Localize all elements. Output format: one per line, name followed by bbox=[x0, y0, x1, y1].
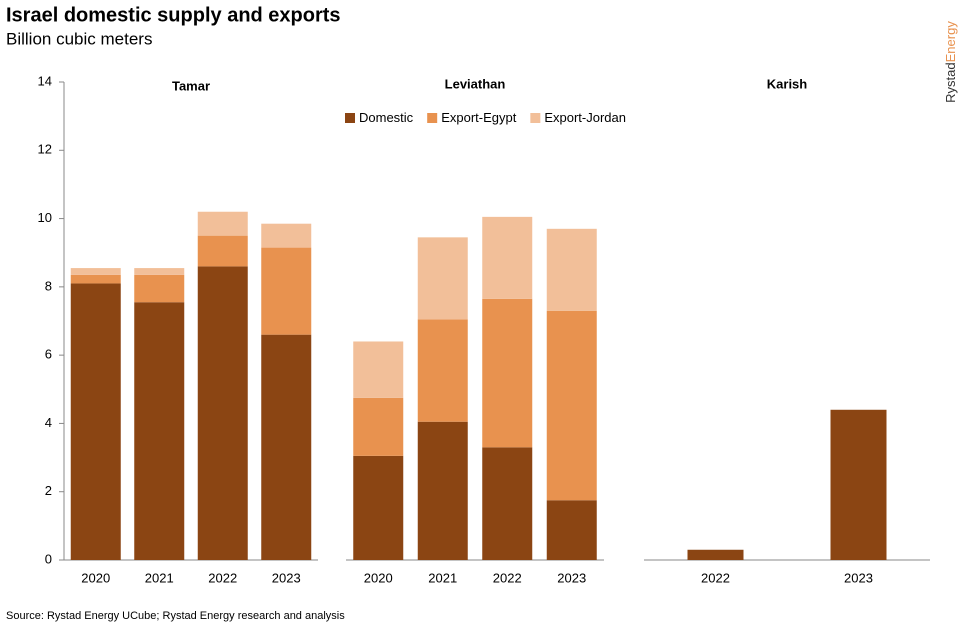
y-tick-label: 0 bbox=[45, 551, 52, 566]
y-tick-label: 4 bbox=[45, 415, 52, 430]
bar-segment bbox=[417, 237, 468, 320]
bar-segment bbox=[261, 247, 312, 335]
x-tick-label: 2023 bbox=[557, 570, 586, 585]
panel-title: Leviathan bbox=[445, 76, 506, 91]
legend-label: Export-Egypt bbox=[441, 110, 517, 125]
x-tick-label: 2022 bbox=[493, 570, 522, 585]
y-tick-label: 12 bbox=[38, 142, 52, 157]
x-tick-label: 2023 bbox=[844, 570, 873, 585]
source-note: Source: Rystad Energy UCube; Rystad Ener… bbox=[6, 610, 345, 622]
legend-label: Export-Jordan bbox=[544, 110, 626, 125]
bar-segment bbox=[134, 268, 185, 275]
y-tick-label: 14 bbox=[38, 73, 52, 88]
logo: RystadEnergy bbox=[943, 21, 958, 103]
bar-segment bbox=[353, 397, 404, 456]
y-tick-label: 8 bbox=[45, 278, 52, 293]
bar-segment bbox=[353, 455, 404, 560]
legend-swatch bbox=[345, 113, 355, 123]
bar-segment bbox=[482, 298, 533, 448]
x-tick-label: 2022 bbox=[208, 570, 237, 585]
logo-part: Energy bbox=[943, 21, 958, 63]
bar-segment bbox=[134, 274, 185, 303]
bar-segment bbox=[830, 409, 887, 560]
chart-subtitle: Billion cubic meters bbox=[6, 29, 152, 48]
logo-part: Rystad bbox=[943, 62, 958, 102]
bar-segment bbox=[134, 302, 185, 560]
y-tick-label: 10 bbox=[38, 210, 52, 225]
bar-segment bbox=[353, 341, 404, 398]
bar-segment bbox=[70, 268, 121, 275]
bar-segment bbox=[546, 228, 597, 311]
chart-title: Israel domestic supply and exports bbox=[6, 4, 341, 26]
x-tick-label: 2021 bbox=[428, 570, 457, 585]
panel-title: Karish bbox=[767, 76, 808, 91]
bar-segment bbox=[417, 319, 468, 422]
bar-segment bbox=[197, 211, 248, 236]
legend-label: Domestic bbox=[359, 110, 414, 125]
bar-segment bbox=[261, 223, 312, 248]
x-tick-label: 2022 bbox=[701, 570, 730, 585]
panel-title: Tamar bbox=[172, 78, 210, 93]
legend-swatch bbox=[530, 113, 541, 123]
bar-segment bbox=[197, 266, 248, 560]
y-tick-label: 6 bbox=[45, 347, 52, 362]
bar-segment bbox=[70, 283, 121, 560]
x-tick-label: 2021 bbox=[145, 570, 174, 585]
bar-segment bbox=[417, 421, 468, 560]
y-tick-label: 2 bbox=[45, 483, 52, 498]
bar-segment bbox=[546, 500, 597, 560]
x-tick-label: 2023 bbox=[272, 570, 301, 585]
bar-segment bbox=[482, 216, 533, 299]
bar-segment bbox=[546, 310, 597, 501]
bar-segment bbox=[687, 549, 744, 560]
x-tick-label: 2020 bbox=[364, 570, 393, 585]
bar-segment bbox=[197, 235, 248, 267]
bar-segment bbox=[70, 274, 121, 284]
x-tick-label: 2020 bbox=[81, 570, 110, 585]
bar-segment bbox=[482, 447, 533, 560]
bar-segment bbox=[261, 334, 312, 560]
legend-swatch bbox=[427, 113, 438, 123]
